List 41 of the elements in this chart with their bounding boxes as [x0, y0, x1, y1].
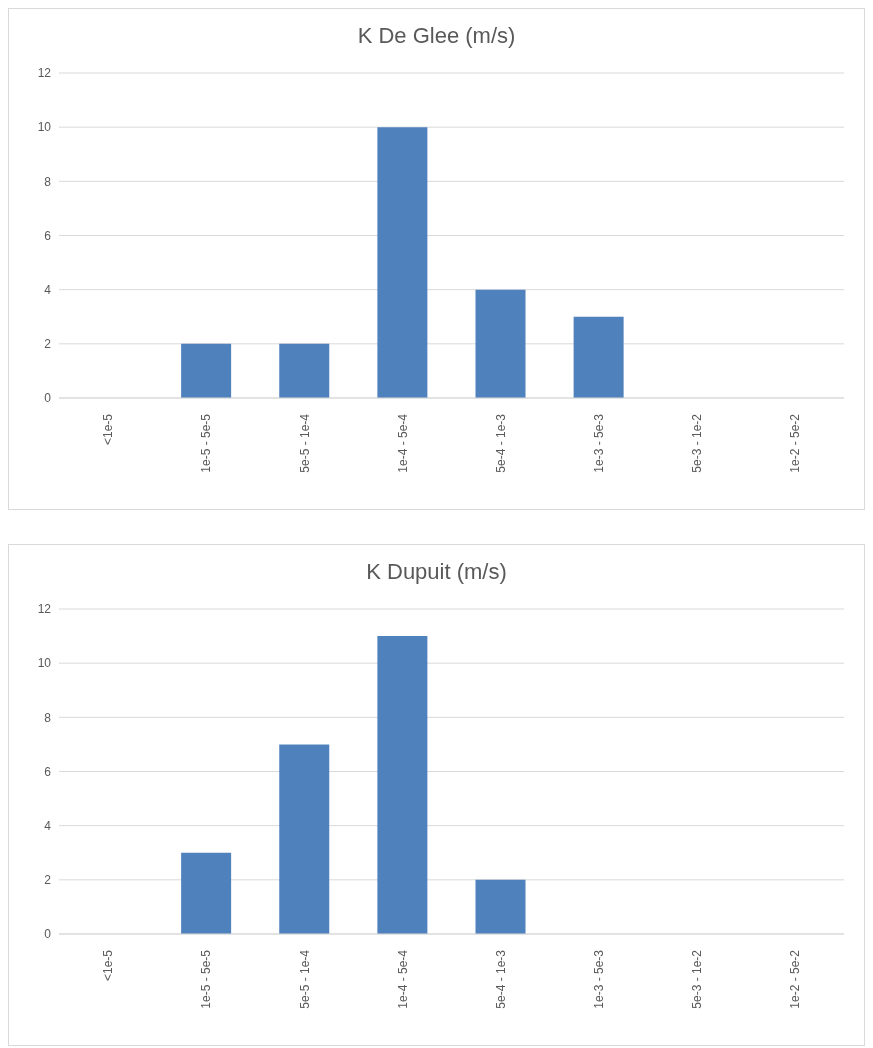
x-tick-label: 5e-4 - 1e-3 — [493, 413, 508, 473]
y-tick-label: 8 — [44, 174, 52, 189]
x-tick-label: 1e-5 - 5e-5 — [199, 413, 214, 473]
x-tick-label: <1e-5 — [101, 949, 116, 982]
x-tick-label: 5e-4 - 1e-3 — [493, 949, 508, 1009]
y-tick-label: 6 — [44, 764, 52, 779]
bar — [181, 852, 232, 934]
x-tick-label: 1e-2 - 5e-2 — [788, 949, 803, 1009]
y-tick-label: 10 — [37, 656, 52, 671]
x-tick-label: 1e-2 - 5e-2 — [788, 413, 803, 473]
chart-title: K De Glee (m/s) — [356, 22, 517, 50]
chart-title: K Dupuit (m/s) — [365, 558, 508, 586]
bar — [475, 289, 526, 398]
y-tick-label: 0 — [44, 391, 52, 406]
x-tick-label: 1e-5 - 5e-5 — [199, 949, 214, 1009]
x-tick-label: 1e-3 - 5e-3 — [591, 949, 606, 1009]
y-tick-label: 4 — [44, 282, 52, 297]
y-tick-label: 12 — [37, 602, 52, 617]
bar — [181, 343, 232, 398]
y-tick-label: 8 — [44, 710, 52, 725]
bar — [573, 316, 624, 398]
x-tick-label: <1e-5 — [101, 413, 116, 446]
y-tick-label: 6 — [44, 228, 52, 243]
y-tick-label: 4 — [44, 818, 52, 833]
x-tick-label: 1e-4 - 5e-4 — [395, 949, 410, 1009]
bar — [279, 343, 330, 398]
y-tick-label: 10 — [37, 120, 52, 135]
x-tick-label: 1e-3 - 5e-3 — [591, 413, 606, 473]
x-tick-label: 5e-5 - 1e-4 — [297, 413, 312, 473]
bar — [475, 879, 526, 934]
x-tick-label: 5e-3 - 1e-2 — [690, 949, 705, 1009]
bar — [377, 636, 428, 934]
x-tick-label: 5e-3 - 1e-2 — [690, 413, 705, 473]
y-tick-label: 0 — [44, 927, 52, 942]
bar — [279, 744, 330, 934]
y-tick-label: 2 — [44, 873, 52, 888]
bar — [377, 127, 428, 398]
x-tick-label: 1e-4 - 5e-4 — [395, 413, 410, 473]
x-tick-label: 5e-5 - 1e-4 — [297, 949, 312, 1009]
y-tick-label: 2 — [44, 337, 52, 352]
y-tick-label: 12 — [37, 66, 52, 81]
